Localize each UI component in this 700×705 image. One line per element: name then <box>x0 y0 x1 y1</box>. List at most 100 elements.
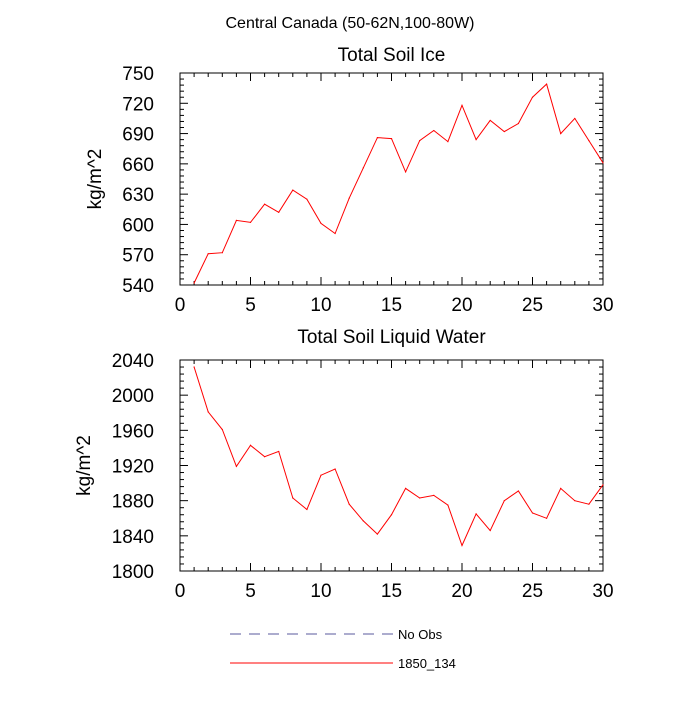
data-point <box>292 497 294 499</box>
y-tick-label: 2040 <box>112 351 154 372</box>
data-point <box>235 465 237 467</box>
data-point <box>207 411 209 413</box>
data-point <box>235 219 237 221</box>
data-point <box>602 484 604 486</box>
chart-title: Total Soil Ice <box>338 45 446 66</box>
y-tick-label: 600 <box>122 215 154 236</box>
data-point <box>546 517 548 519</box>
y-tick-label: 2000 <box>112 386 154 407</box>
data-point <box>517 122 520 125</box>
data-point <box>193 366 195 368</box>
x-tick-label: 30 <box>592 581 613 602</box>
data-point <box>405 487 407 489</box>
legend: No Obs 1850_134 <box>230 627 456 671</box>
data-point <box>560 132 562 135</box>
data-point <box>249 221 252 224</box>
data-point <box>193 282 195 284</box>
plot-frame <box>179 359 604 572</box>
data-point <box>278 211 280 213</box>
data-point <box>531 512 534 514</box>
chart-title: Total Soil Liquid Water <box>297 327 486 348</box>
x-tick-label: 5 <box>245 295 256 316</box>
y-axis-label: kg/m^2 <box>74 435 95 496</box>
data-point <box>447 141 449 143</box>
y-tick-label: 750 <box>122 64 154 85</box>
x-tick-label: 10 <box>310 581 331 602</box>
data-point <box>560 487 562 489</box>
data-point <box>348 197 350 199</box>
legend-label: 1850_134 <box>398 656 456 671</box>
data-point <box>362 167 364 169</box>
x-tick-label: 10 <box>310 295 331 316</box>
data-point <box>503 130 505 133</box>
data-point <box>390 138 393 140</box>
x-tick-label: 25 <box>522 581 543 602</box>
y-tick-label: 540 <box>122 276 154 297</box>
data-point <box>574 500 576 502</box>
data-point <box>503 500 505 502</box>
data-point <box>419 497 421 499</box>
data-point <box>461 544 463 547</box>
x-tick-label: 0 <box>175 295 186 316</box>
x-tick-label: 20 <box>451 581 472 602</box>
x-tick-label: 5 <box>245 581 256 602</box>
data-point <box>376 137 378 139</box>
data-point <box>405 171 407 173</box>
x-tick-label: 20 <box>451 295 472 316</box>
y-tick-label: 690 <box>122 125 154 146</box>
data-point <box>207 253 209 255</box>
data-point <box>390 514 393 516</box>
y-tick-label: 570 <box>122 246 154 267</box>
data-point <box>221 428 223 431</box>
data-point <box>546 83 548 85</box>
series-line-1850_134 <box>193 366 604 547</box>
y-tick-label: 720 <box>122 94 154 115</box>
data-point <box>306 508 308 511</box>
y-tick-label: 1800 <box>112 562 154 583</box>
data-point <box>588 140 590 142</box>
data-point <box>221 252 223 254</box>
data-point <box>320 222 322 225</box>
data-point <box>348 503 350 505</box>
data-point <box>264 456 266 458</box>
data-point <box>475 139 477 141</box>
data-point <box>334 468 336 470</box>
series-line-1850_134 <box>193 83 604 284</box>
y-tick-label: 1960 <box>112 421 154 442</box>
data-point <box>588 503 590 505</box>
figure-title: Central Canada (50-62N,100-80W) <box>225 15 474 32</box>
x-tick-label: 15 <box>381 295 402 316</box>
x-tick-label: 0 <box>175 581 186 602</box>
y-tick-label: 1840 <box>112 527 154 548</box>
data-point <box>489 529 491 532</box>
data-point <box>517 490 520 492</box>
y-tick-label: 630 <box>122 185 154 206</box>
data-point <box>306 198 308 200</box>
data-point <box>334 232 336 235</box>
data-point <box>433 494 435 496</box>
data-point <box>602 162 604 164</box>
x-tick-label: 15 <box>381 581 402 602</box>
data-point <box>278 450 280 453</box>
chart-panel-2: Total Soil Liquid Water 0 5 10 15 20 25 30 1800 1… <box>74 327 614 602</box>
data-point <box>264 203 266 205</box>
data-point <box>531 96 534 98</box>
data-point <box>475 513 477 515</box>
x-tick-label: 30 <box>592 295 613 316</box>
chart-panel-1: Total Soil Ice 0 5 10 15 20 25 30 540 570 600 630 66… <box>85 45 614 316</box>
y-tick-label: 660 <box>122 155 154 176</box>
y-tick-label: 1880 <box>112 492 154 513</box>
data-point <box>249 444 252 446</box>
legend-label: No Obs <box>398 627 443 642</box>
data-point <box>419 140 421 142</box>
data-point <box>433 129 435 132</box>
data-point <box>320 474 322 476</box>
data-point <box>292 189 294 191</box>
y-tick-label: 1920 <box>112 457 154 478</box>
x-tick-label: 25 <box>522 295 543 316</box>
data-point <box>362 520 364 522</box>
data-point <box>574 117 576 120</box>
data-point <box>447 504 449 506</box>
